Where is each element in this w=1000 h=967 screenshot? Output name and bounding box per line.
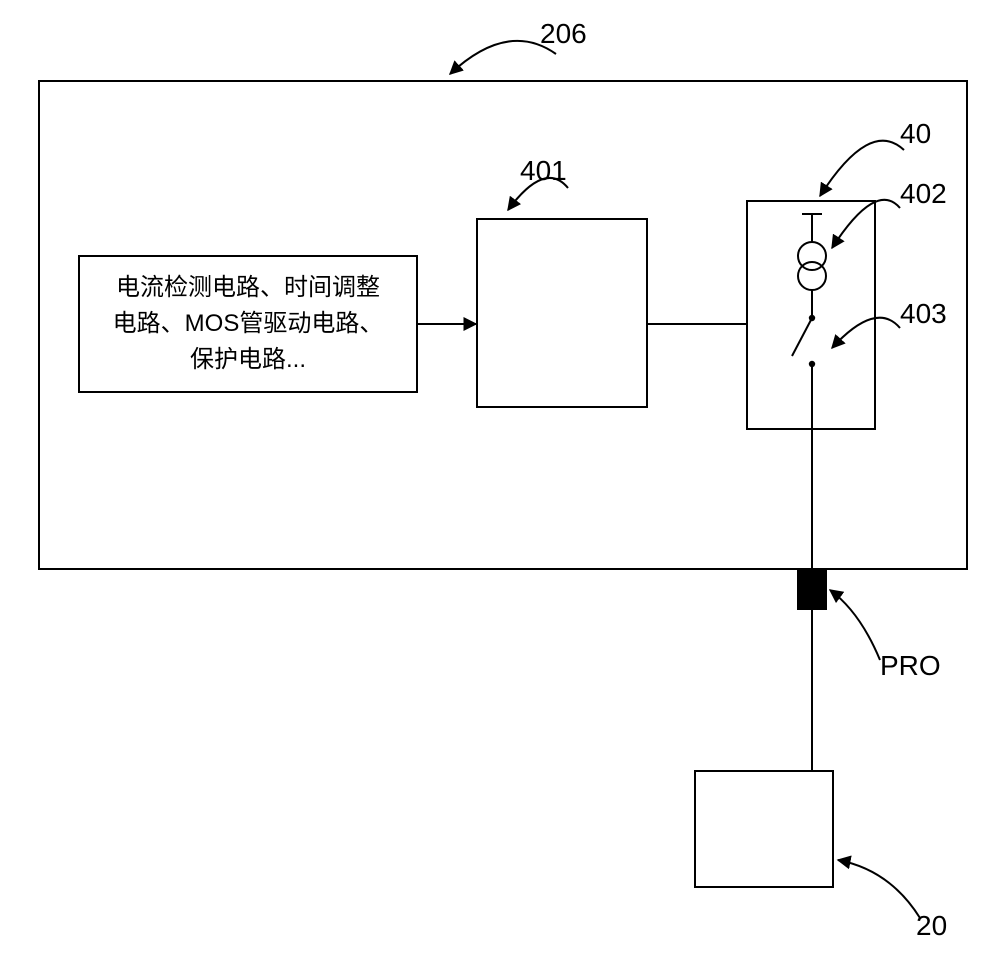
label-20: 20 bbox=[916, 910, 947, 942]
label-40: 40 bbox=[900, 118, 931, 150]
box-401 bbox=[476, 218, 648, 408]
textbox-line-3: 保护电路... bbox=[190, 346, 306, 373]
label-402: 402 bbox=[900, 178, 947, 210]
label-pro: PRO bbox=[880, 650, 941, 682]
description-textbox: 电流检测电路、时间调整 电路、MOS管驱动电路、 保护电路... bbox=[78, 255, 418, 393]
label-403: 403 bbox=[900, 298, 947, 330]
circuit-diagram: 电流检测电路、时间调整 电路、MOS管驱动电路、 保护电路... 206 401… bbox=[0, 0, 1000, 967]
textbox-line-2: 电路、MOS管驱动电路、 bbox=[113, 310, 384, 337]
box-20 bbox=[694, 770, 834, 888]
label-206: 206 bbox=[540, 18, 587, 50]
label-401: 401 bbox=[520, 155, 567, 187]
box-40 bbox=[746, 200, 876, 430]
pin-pro bbox=[797, 570, 827, 610]
callout-pro bbox=[830, 590, 880, 660]
callout-20 bbox=[838, 860, 920, 918]
textbox-line-1: 电流检测电路、时间调整 bbox=[116, 274, 380, 301]
